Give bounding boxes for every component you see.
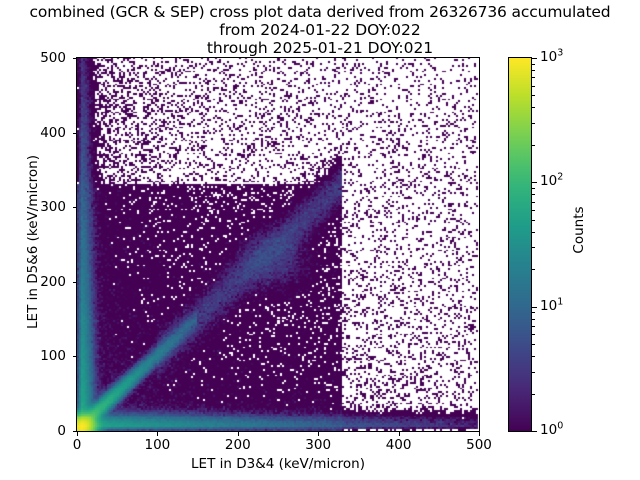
colorbar-tick-label: 103 (540, 47, 564, 65)
x-tick (237, 432, 239, 436)
y-tick-label: 200 (40, 273, 66, 290)
colorbar-minor-tick (532, 356, 535, 358)
colorbar-minor-tick (532, 70, 535, 72)
y-tick (72, 281, 76, 283)
x-tick-label: 500 (466, 437, 492, 453)
x-tick-label: 300 (305, 437, 332, 453)
colorbar-minor-tick (532, 247, 535, 249)
colorbar-minor-tick (532, 194, 535, 196)
x-tick (77, 432, 78, 436)
y-tick (72, 58, 76, 59)
x-tick (479, 432, 480, 436)
y-tick-label: 300 (40, 199, 66, 216)
x-tick-label: 100 (144, 437, 171, 453)
title-line-3: through 2025-01-21 DOY:021 (206, 39, 434, 57)
colorbar-tick-label: 100 (540, 420, 564, 438)
y-axis-label: LET in D5&6 (keV/micron) (25, 155, 41, 329)
figure-title: combined (GCR & SEP) cross plot data der… (0, 3, 640, 57)
colorbar-tick-label: 101 (540, 296, 564, 314)
colorbar-tick (532, 306, 537, 308)
colorbar-tick (532, 182, 537, 184)
colorbar-tick (532, 58, 537, 59)
colorbar-minor-tick (532, 269, 535, 271)
x-tick-label: 0 (72, 437, 82, 453)
colorbar (508, 57, 532, 432)
y-tick (72, 207, 76, 209)
x-tick (398, 432, 400, 436)
colorbar-minor-tick (532, 123, 535, 124)
y-tick (72, 431, 76, 432)
colorbar-minor-tick (532, 219, 535, 221)
colorbar-minor-tick (532, 393, 535, 395)
colorbar-minor-tick (532, 85, 535, 87)
colorbar-gradient (509, 58, 531, 431)
plot-area (76, 57, 480, 432)
colorbar-minor-tick (532, 312, 535, 314)
title-line-2: from 2024-01-22 DOY:022 (219, 21, 421, 39)
x-axis-label: LET in D3&4 (keV/micron) (191, 456, 365, 472)
colorbar-minor-tick (532, 318, 535, 320)
title-line-1: combined (GCR & SEP) cross plot data der… (29, 3, 611, 21)
y-tick-label: 0 (57, 423, 66, 439)
y-tick (72, 132, 76, 134)
colorbar-minor-tick (532, 144, 535, 146)
colorbar-minor-tick (532, 209, 535, 211)
x-tick-label: 200 (224, 437, 251, 453)
colorbar-minor-tick (532, 371, 535, 373)
colorbar-tick (532, 431, 537, 432)
colorbar-label: Counts (571, 206, 587, 254)
x-tick (318, 432, 320, 436)
y-tick (72, 356, 76, 358)
colorbar-minor-tick (532, 231, 535, 233)
x-tick-label: 400 (385, 437, 412, 453)
colorbar-tick-label: 102 (540, 171, 564, 190)
colorbar-minor-tick (532, 77, 535, 79)
colorbar-minor-tick (532, 344, 535, 346)
colorbar-minor-tick (532, 107, 535, 109)
colorbar-minor-tick (532, 325, 535, 327)
x-tick (157, 432, 159, 436)
colorbar-minor-tick (532, 334, 535, 336)
heatmap-canvas (77, 58, 479, 431)
colorbar-minor-tick (532, 201, 535, 203)
y-tick-label: 400 (40, 124, 66, 141)
colorbar-minor-tick (532, 95, 535, 97)
colorbar-minor-tick (532, 188, 535, 190)
y-tick-label: 500 (40, 50, 66, 66)
y-tick-label: 100 (40, 348, 66, 365)
colorbar-minor-tick (532, 63, 535, 65)
